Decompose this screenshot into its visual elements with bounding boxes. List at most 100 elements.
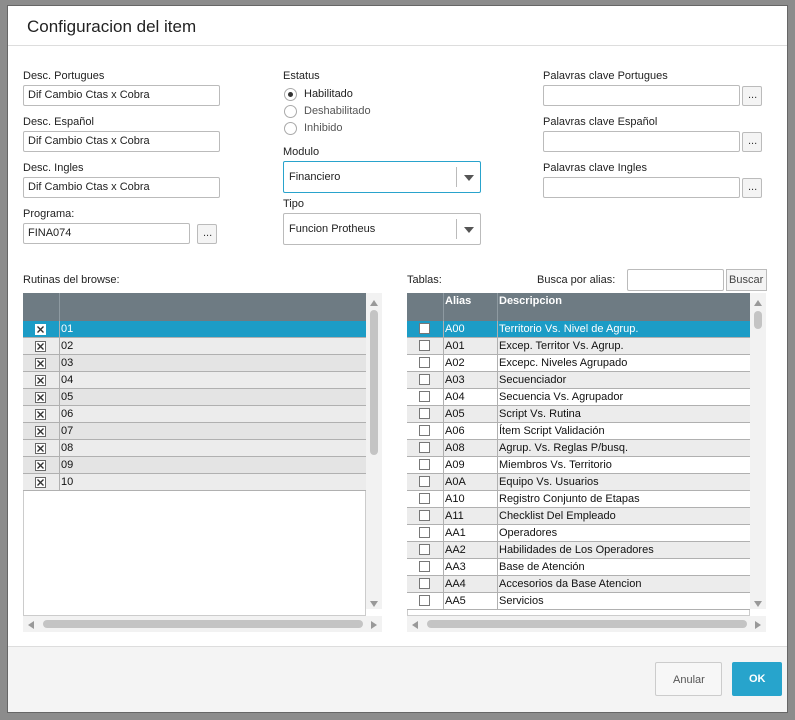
text-input[interactable]: [543, 85, 740, 106]
grid-cell: Territorio Vs. Nivel de Agrup.: [499, 323, 639, 335]
checkbox[interactable]: [419, 459, 430, 470]
checkbox[interactable]: [419, 476, 430, 487]
grid-row[interactable]: [407, 491, 750, 508]
checkbox[interactable]: [35, 409, 46, 420]
grid-row[interactable]: [407, 593, 750, 610]
radio[interactable]: [284, 122, 297, 135]
checkbox[interactable]: [35, 460, 46, 471]
search-button[interactable]: Buscar: [726, 269, 767, 291]
grid-row[interactable]: [407, 474, 750, 491]
cell-divider: [59, 457, 60, 474]
text-input[interactable]: FINA074: [23, 223, 190, 244]
text-input[interactable]: Dif Cambio Ctas x Cobra: [23, 177, 220, 198]
checkbox[interactable]: [419, 510, 430, 521]
grid-row[interactable]: [23, 355, 366, 372]
grid-row[interactable]: [23, 338, 366, 355]
checkbox[interactable]: [419, 544, 430, 555]
checkbox[interactable]: [35, 477, 46, 488]
grid-row[interactable]: [23, 372, 366, 389]
grid-cell: Secuencia Vs. Agrupador: [499, 391, 624, 403]
grid-cell: Servicios: [499, 595, 544, 607]
grid-row[interactable]: [407, 389, 750, 406]
grid-row[interactable]: [407, 372, 750, 389]
grid-row[interactable]: [407, 406, 750, 423]
text-input[interactable]: [543, 131, 740, 152]
ok-button[interactable]: OK: [732, 662, 782, 696]
checkbox[interactable]: [419, 595, 430, 606]
radio[interactable]: [284, 88, 297, 101]
select-arrow: [464, 225, 474, 233]
grid-row[interactable]: [407, 542, 750, 559]
grid-row[interactable]: [407, 355, 750, 372]
grid-row[interactable]: [23, 423, 366, 440]
grid-row[interactable]: [23, 389, 366, 406]
grid-row[interactable]: [407, 423, 750, 440]
grid-cell: Habilidades de Los Operadores: [499, 544, 654, 556]
grid-row[interactable]: [23, 474, 366, 491]
grid-row[interactable]: [407, 559, 750, 576]
ellipsis-button[interactable]: ...: [742, 132, 762, 152]
cancel-button[interactable]: Anular: [655, 662, 722, 696]
checkbox[interactable]: [419, 391, 430, 402]
search-input[interactable]: [627, 269, 724, 291]
grid-row[interactable]: [407, 576, 750, 593]
select-text: Funcion Protheus: [289, 223, 376, 235]
radio-dot: [288, 92, 293, 97]
grid-row[interactable]: [407, 508, 750, 525]
select[interactable]: Financiero: [283, 161, 481, 193]
dialog-title: Configuracion del item: [27, 17, 197, 36]
ellipsis-button[interactable]: ...: [197, 224, 217, 244]
grid-row[interactable]: [407, 457, 750, 474]
grid-row[interactable]: [23, 406, 366, 423]
select-arrow: [464, 173, 474, 181]
grid-row[interactable]: [23, 457, 366, 474]
scroll-down: [370, 598, 378, 607]
select[interactable]: Funcion Protheus: [283, 213, 481, 245]
scroll-thumb[interactable]: [370, 310, 378, 455]
checkbox[interactable]: [35, 341, 46, 352]
scroll-thumb[interactable]: [754, 311, 762, 329]
scroll-thumb[interactable]: [427, 620, 747, 628]
checkbox[interactable]: [419, 425, 430, 436]
search-label: Busca por alias:: [537, 274, 616, 286]
checkbox[interactable]: [35, 392, 46, 403]
text-input-text: Dif Cambio Ctas x Cobra: [28, 89, 150, 101]
text-input[interactable]: Dif Cambio Ctas x Cobra: [23, 131, 220, 152]
checkbox[interactable]: [419, 527, 430, 538]
checkbox[interactable]: [419, 578, 430, 589]
radio[interactable]: [284, 105, 297, 118]
text-input[interactable]: [543, 177, 740, 198]
checkbox[interactable]: [35, 443, 46, 454]
text-input[interactable]: Dif Cambio Ctas x Cobra: [23, 85, 220, 106]
grid-cell: Agrup. Vs. Reglas P/busq.: [499, 442, 629, 454]
checkbox[interactable]: [35, 358, 46, 369]
checkbox[interactable]: [419, 323, 430, 334]
checkbox[interactable]: [419, 340, 430, 351]
grid-row[interactable]: [23, 440, 366, 457]
grid-row[interactable]: [23, 321, 366, 338]
scroll-thumb[interactable]: [43, 620, 363, 628]
checkbox[interactable]: [35, 375, 46, 386]
checkbox[interactable]: [419, 357, 430, 368]
checkbox[interactable]: [419, 408, 430, 419]
grid-cell: Equipo Vs. Usuarios: [499, 476, 599, 488]
grid-cell: 04: [61, 374, 74, 386]
ellipsis-button[interactable]: ...: [742, 178, 762, 198]
grid-row[interactable]: [407, 321, 750, 338]
checkbox[interactable]: [419, 374, 430, 385]
grid-row[interactable]: [407, 440, 750, 457]
checkbox[interactable]: [419, 493, 430, 504]
checkbox[interactable]: [35, 426, 46, 437]
grid-header: [23, 293, 366, 321]
ellipsis-button[interactable]: ...: [742, 86, 762, 106]
checkbox[interactable]: [419, 442, 430, 453]
select-divider: [456, 219, 457, 239]
grid-cell: AA4: [445, 578, 466, 590]
cell-divider: [59, 355, 60, 372]
checkbox[interactable]: [35, 324, 46, 335]
cell-divider: [497, 542, 498, 559]
grid-row[interactable]: [407, 338, 750, 355]
checkbox[interactable]: [419, 561, 430, 572]
cell-divider: [497, 491, 498, 508]
grid-row[interactable]: [407, 525, 750, 542]
